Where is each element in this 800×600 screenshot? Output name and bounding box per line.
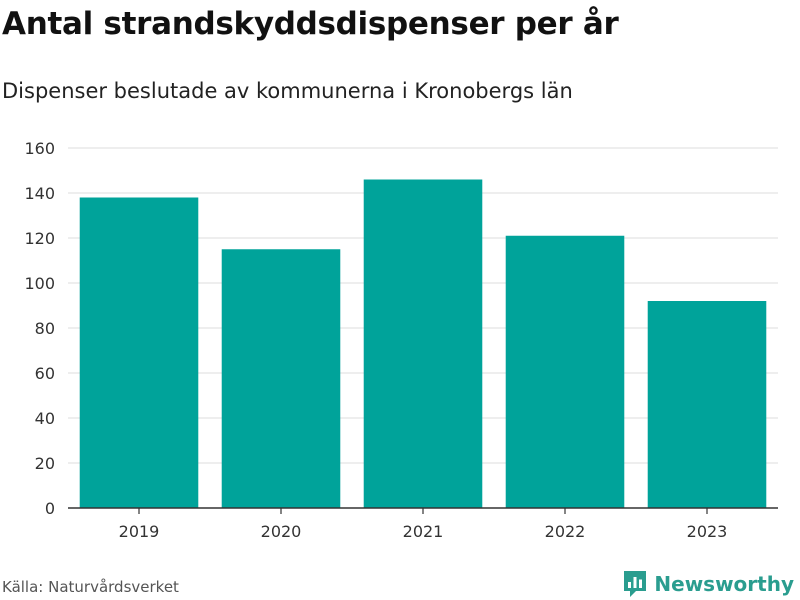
y-tick-label: 80 [35,319,55,338]
bar-2021 [363,179,483,508]
y-tick-label: 100 [24,274,55,293]
bar-chart-icon [624,571,647,597]
chart-title: Antal strandskyddsdispenser per år [2,6,619,42]
y-tick-label: 0 [45,499,55,518]
chart-subtitle: Dispenser beslutade av kommunerna i Kron… [2,79,573,103]
y-tick-label: 40 [35,409,55,428]
bar-2022 [505,235,625,508]
bar-2019 [79,197,199,508]
x-axis-ticks: 2019 2020 2021 2022 2023 [119,508,728,541]
y-tick-label: 20 [35,454,55,473]
bar-2020 [221,249,341,508]
x-tick-label: 2022 [545,522,586,541]
x-tick-label: 2020 [261,522,302,541]
source-note: Källa: Naturvårdsverket [2,578,179,596]
x-tick-label: 2019 [119,522,160,541]
bars [79,179,767,508]
y-tick-label: 140 [24,184,55,203]
x-tick-label: 2021 [403,522,444,541]
y-tick-label: 120 [24,229,55,248]
brand-name: Newsworthy [654,572,794,596]
y-axis-ticks: 0 20 40 60 80 100 120 140 160 [24,139,55,518]
bar-2023 [647,301,767,508]
y-tick-label: 160 [24,139,55,158]
brand-logo: Newsworthy [622,569,794,599]
y-tick-label: 60 [35,364,55,383]
x-tick-label: 2023 [687,522,728,541]
